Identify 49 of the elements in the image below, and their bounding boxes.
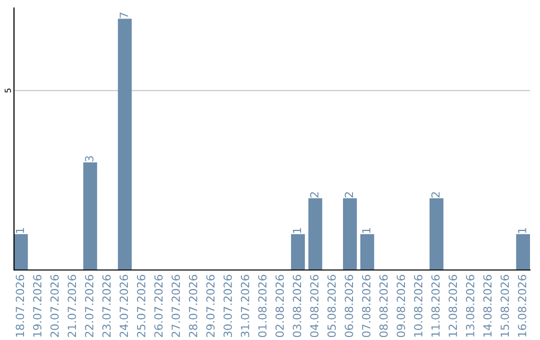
x-tick-label: 22.07.2026 — [85, 274, 94, 337]
bar — [430, 198, 444, 270]
bar — [360, 234, 374, 270]
x-tick-label: 26.07.2026 — [154, 274, 163, 337]
x-tick-label: 31.07.2026 — [240, 274, 250, 337]
bar — [308, 198, 322, 270]
bar — [516, 234, 530, 270]
data-label: 1 — [362, 228, 370, 233]
data-label: 7 — [120, 12, 128, 18]
x-tick-label: 21.07.2026 — [68, 274, 76, 337]
x-tick-label: 08.08.2026 — [379, 274, 388, 338]
x-tick-label: 28.07.2026 — [188, 274, 198, 337]
x-tick-label: 05.08.2026 — [327, 274, 336, 338]
x-tick-label: 27.07.2026 — [172, 274, 180, 337]
bar — [14, 234, 28, 270]
bar — [118, 18, 132, 270]
x-tick-label: 14.08.2026 — [483, 274, 492, 337]
bar — [342, 198, 357, 270]
data-label: 2 — [344, 192, 353, 198]
x-tick-label: 19.07.2026 — [33, 274, 42, 337]
data-label: 1 — [16, 228, 24, 233]
x-tick-label: 11.08.2026 — [431, 274, 440, 337]
x-tick-label: 02.08.2026 — [275, 274, 284, 338]
x-tick-label: 18.07.2026 — [16, 274, 24, 337]
x-tick-label: 03.08.2026 — [292, 274, 302, 338]
data-label: 1 — [518, 228, 526, 233]
x-tick-label: 25.07.2026 — [136, 274, 146, 337]
data-label: 2 — [431, 192, 440, 198]
data-label: 1 — [292, 228, 302, 233]
y-tick-label: 5 — [4, 88, 11, 93]
bar — [83, 162, 98, 270]
x-tick-label: 04.08.2026 — [310, 274, 319, 338]
x-tick-label: 09.08.2026 — [396, 274, 406, 338]
x-tick-label: 07.08.2026 — [362, 274, 370, 338]
data-label: 2 — [310, 192, 318, 198]
x-tick-label: 15.08.2026 — [500, 274, 509, 337]
x-tick-label: 12.08.2026 — [448, 274, 458, 337]
x-tick-label: 23.07.2026 — [102, 274, 111, 337]
x-tick-label: 20.07.2026 — [50, 274, 59, 337]
x-tick-label: 06.08.2026 — [344, 274, 354, 338]
x-tick-label: 16.08.2026 — [518, 274, 526, 337]
x-tick-label: 24.07.2026 — [120, 274, 128, 337]
x-tick-label: 01.08.2026 — [258, 274, 267, 338]
bar — [291, 234, 305, 270]
data-label: 3 — [85, 156, 94, 162]
x-tick-label: 13.08.2026 — [466, 274, 474, 337]
x-tick-label: 10.08.2026 — [414, 274, 422, 337]
x-tick-label: 29.07.2026 — [206, 274, 215, 337]
x-tick-label: 30.07.2026 — [224, 274, 232, 337]
